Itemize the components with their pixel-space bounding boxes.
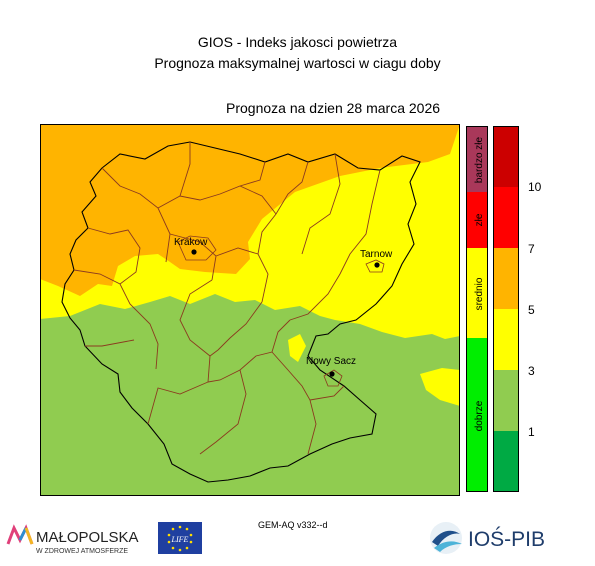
- forecast-map: Krakow Tarnow Nowy Sacz: [40, 124, 460, 496]
- map-frame: [40, 124, 460, 496]
- forecast-date: Prognoza na dzien 28 marca 2026: [226, 100, 441, 116]
- nowy-sacz-outline: [323, 369, 343, 387]
- scale-tick-3: 3: [528, 364, 535, 378]
- city-label-tarnow: Tarnow: [360, 249, 393, 260]
- scale-tick-1: 1: [528, 425, 535, 439]
- scale-band-4: [493, 309, 519, 370]
- model-version: GEM-AQ v332--d: [258, 520, 328, 530]
- scale-tick-7: 7: [528, 242, 535, 256]
- city-label-krakow: Krakow: [174, 237, 208, 248]
- malopolska-logo-text: MAŁOPOLSKA: [36, 529, 139, 546]
- zone-moderate-high: [40, 124, 460, 296]
- legend-band-bad: [466, 192, 488, 248]
- city-marker-nowy-sacz: [329, 371, 335, 377]
- scale-tick-10: 10: [528, 180, 542, 194]
- scale-tick-5: 5: [528, 303, 535, 317]
- scale-band-6: [493, 431, 519, 492]
- scale-band-5: [493, 370, 519, 431]
- krakow-outline: [177, 235, 217, 261]
- malopolska-logo-subtext: W ZDROWEJ ATMOSFERZE: [36, 548, 128, 555]
- city-marker-krakow: [191, 249, 197, 255]
- tarnow-outline: [365, 259, 385, 273]
- legend-label-good: dobrze: [474, 400, 485, 431]
- zone-medium-pocket: [288, 334, 306, 362]
- malopolska-logo: MAŁOPOLSKA W ZDROWEJ ATMOSFERZE: [6, 524, 139, 555]
- legend-band-good: [466, 338, 488, 492]
- legend-band-medium: [466, 248, 488, 338]
- county-borders: [73, 142, 381, 455]
- category-legend: bardzo złe złe srednio dobrze: [466, 126, 488, 492]
- map-title: GIOS - Indeks jakosci powietrza: [197, 34, 398, 50]
- legend-label-bad: złe: [474, 213, 485, 226]
- eu-life-logo-text: LIFE: [171, 535, 189, 544]
- eu-life-logo: LIFE: [158, 522, 202, 554]
- map-subtitle: Prognoza maksymalnej wartosci w ciagu do…: [154, 55, 441, 71]
- zone-good: [40, 294, 460, 496]
- zone-medium-pocket-south: [420, 368, 460, 406]
- ios-pib-logo: IOŚ-PIB: [430, 522, 545, 554]
- city-marker-tarnow: [374, 262, 380, 268]
- legend-band-very-bad: [466, 126, 488, 192]
- scale-band-3: [493, 248, 519, 309]
- scale-band-1: [493, 126, 519, 187]
- index-scale: [493, 126, 519, 492]
- legend-label-very-bad: bardzo złe: [474, 136, 485, 183]
- legend-label-medium: srednio: [474, 277, 485, 310]
- city-label-nowy-sacz: Nowy Sacz: [306, 356, 356, 367]
- ios-pib-logo-text: IOŚ-PIB: [468, 527, 545, 551]
- scale-band-2: [493, 187, 519, 248]
